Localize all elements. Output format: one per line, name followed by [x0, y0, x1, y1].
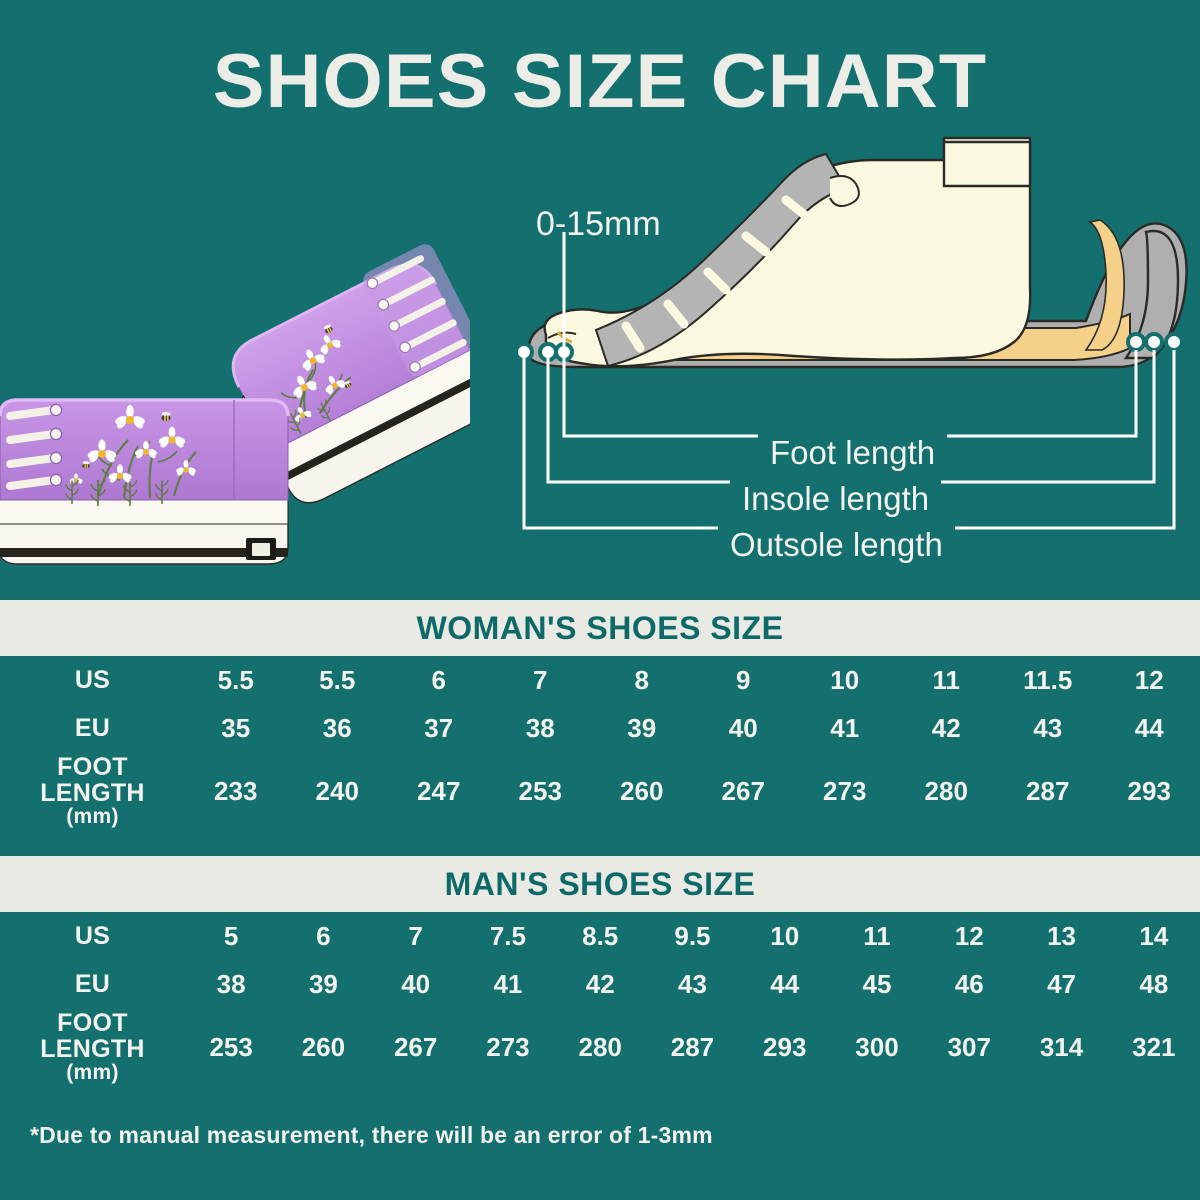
woman-cell: 43	[1033, 712, 1063, 743]
man-cell: 39	[308, 968, 338, 999]
man-cell: 10	[770, 920, 800, 951]
woman-cell: 280	[924, 775, 968, 806]
man-table-body: US 5 6 7 7.5 8.5 9.5 10 11 12 13 14 EU 38 39 40 41 42 43 44…	[0, 912, 1200, 1086]
woman-cell: 273	[823, 775, 867, 806]
woman-cell: 293	[1127, 775, 1171, 806]
man-cell: 280	[578, 1031, 622, 1062]
woman-cell: 6	[431, 664, 446, 695]
woman-cell: 247	[417, 775, 461, 806]
man-cell: 287	[670, 1031, 715, 1062]
insole-length-label: Insole length	[730, 480, 942, 518]
man-size-table: US 5 6 7 7.5 8.5 9.5 10 11 12 13 14 EU 38 39 40 41 42 43 44…	[0, 912, 1200, 1086]
man-table-heading-text: MAN'S SHOES SIZE	[444, 865, 756, 902]
woman-cell: 267	[721, 775, 765, 806]
heel-gap-label: 0-15mm	[536, 205, 661, 243]
woman-cell: 5.5	[217, 664, 254, 695]
man-cell: 8.5	[582, 920, 619, 951]
woman-row-label: US	[74, 665, 111, 694]
man-cell: 9.5	[674, 920, 711, 951]
woman-row-label: EU	[74, 713, 111, 742]
man-cell: 314	[1039, 1031, 1084, 1062]
woman-cell: 10	[830, 664, 860, 695]
woman-row-label: FOOT LENGTH (mm)	[0, 752, 185, 830]
man-cell: 273	[486, 1031, 530, 1062]
woman-cell: 233	[214, 775, 258, 806]
woman-cell: 44	[1134, 712, 1164, 743]
man-cell: 11	[863, 920, 891, 951]
woman-cell: 12	[1134, 664, 1164, 695]
woman-cell: 11.5	[1023, 664, 1073, 695]
man-row: EU 38 39 40 41 42 43 44 45 46 47 48	[0, 960, 1200, 1008]
man-cell: 13	[1047, 920, 1076, 951]
foot-length-label: Foot length	[758, 434, 948, 472]
man-cell: 260	[301, 1031, 346, 1062]
man-cell: 38	[216, 968, 246, 999]
man-row-label: EU	[74, 969, 111, 998]
man-row: US 5 6 7 7.5 8.5 9.5 10 11 12 13 14	[0, 912, 1200, 960]
man-cell: 45	[862, 968, 892, 999]
woman-cell: 5.5	[319, 664, 356, 695]
man-table-heading: MAN'S SHOES SIZE	[0, 856, 1200, 912]
man-row-label: FOOT LENGTH (mm)	[0, 1008, 185, 1086]
man-cell: 43	[678, 968, 707, 999]
woman-size-table: US 5.5 5.5 6 7 8 9 10 11 11.5 12 EU 35 36 37 38 39 40 41 42…	[0, 656, 1200, 830]
woman-cell: 39	[627, 712, 657, 743]
man-cell: 293	[763, 1031, 807, 1062]
woman-row-unit: (mm)	[66, 805, 119, 829]
woman-cell: 253	[518, 775, 562, 806]
shoe-measurement-diagram	[500, 120, 1200, 590]
man-cell: 46	[954, 968, 984, 999]
man-cell: 5	[223, 920, 239, 951]
man-size-table-grid: US 5 6 7 7.5 8.5 9.5 10 11 12 13 14 EU 38 39 40 41 42 43 44…	[0, 912, 1200, 1086]
man-row: FOOT LENGTH (mm) 253 260 267 273 280 287 293 300 30…	[0, 1008, 1200, 1086]
man-cell: 48	[1139, 968, 1169, 999]
man-cell: 300	[855, 1031, 899, 1062]
man-cell: 47	[1047, 968, 1076, 999]
man-cell: 12	[954, 920, 984, 951]
woman-cell: 11	[932, 664, 961, 695]
man-cell: 40	[401, 968, 431, 999]
woman-cell: 9	[736, 664, 751, 695]
page-title: SHOES SIZE CHART	[212, 39, 988, 124]
woman-cell: 38	[525, 712, 555, 743]
man-cell: 321	[1132, 1031, 1176, 1062]
woman-row: EU 35 36 37 38 39 40 41 42 43 44	[0, 704, 1200, 752]
measurement-disclaimer: *Due to manual measurement, there will b…	[30, 1122, 713, 1148]
woman-row: US 5.5 5.5 6 7 8 9 10 11 11.5 12	[0, 656, 1200, 704]
man-cell: 14	[1139, 920, 1169, 951]
man-cell: 7	[408, 920, 423, 951]
man-row-label: US	[74, 921, 111, 950]
man-cell: 44	[770, 968, 800, 999]
woman-cell: 36	[322, 712, 352, 743]
woman-cell: 287	[1026, 775, 1070, 806]
woman-table-body: US 5.5 5.5 6 7 8 9 10 11 11.5 12 EU 35 36 37 38 39 40 41 42…	[0, 656, 1200, 830]
woman-cell: 35	[221, 712, 251, 743]
man-cell: 6	[316, 920, 331, 951]
man-cell: 41	[493, 968, 523, 999]
man-cell: 7.5	[489, 920, 526, 951]
man-cell: 267	[393, 1031, 438, 1062]
woman-cell: 42	[931, 712, 961, 743]
product-photo-sneakers	[0, 150, 519, 590]
outsole-length-label: Outsole length	[718, 526, 955, 564]
woman-cell: 41	[830, 712, 860, 743]
woman-cell: 37	[424, 712, 454, 743]
man-row-unit: (mm)	[66, 1061, 119, 1085]
man-cell: 42	[585, 968, 615, 999]
woman-cell: 8	[634, 664, 649, 695]
woman-row: FOOT LENGTH (mm) 233 240 247 253 260 267 273 280 28…	[0, 752, 1200, 830]
woman-table-heading-text: WOMAN'S SHOES SIZE	[416, 609, 784, 646]
man-cell: 307	[947, 1031, 991, 1062]
woman-cell: 240	[315, 775, 359, 806]
woman-size-table-grid: US 5.5 5.5 6 7 8 9 10 11 11.5 12 EU 35 36 37 38 39 40 41 42…	[0, 656, 1200, 830]
woman-table-heading: WOMAN'S SHOES SIZE	[0, 600, 1200, 656]
man-cell: 253	[209, 1031, 253, 1062]
woman-cell: 7	[533, 664, 548, 695]
woman-cell: 260	[620, 775, 664, 806]
woman-cell: 40	[728, 712, 758, 743]
